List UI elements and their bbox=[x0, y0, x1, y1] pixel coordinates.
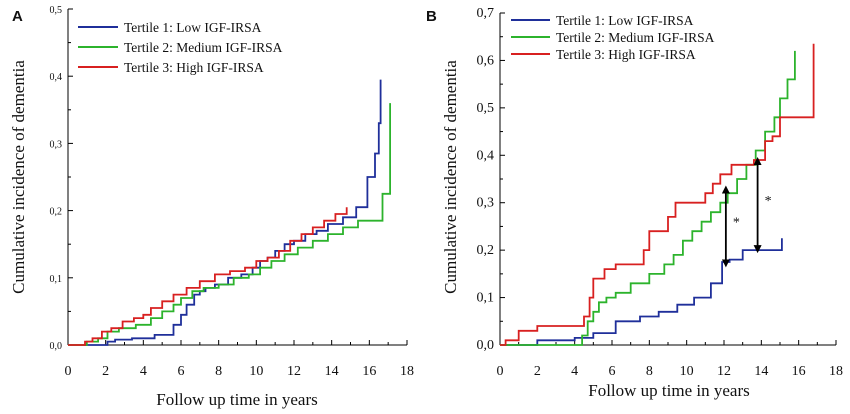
y-tick-label: 0,2 bbox=[477, 243, 495, 258]
y-tick-label: 0,3 bbox=[50, 139, 63, 150]
x-tick-label: 0 bbox=[65, 364, 72, 379]
x-tick-label: 2 bbox=[534, 364, 541, 379]
legend: Tertile 1: Low IGF-IRSA Tertile 2: Medium… bbox=[78, 20, 283, 75]
x-tick-label: 6 bbox=[609, 364, 616, 379]
y-tick-label: 0,1 bbox=[50, 274, 63, 285]
chart-panel-b: B 0 2 4 6 8 10 12 14 16 18 0,0 0,1 0,2 0,3 0,4 0,5 0,6 0,7… bbox=[426, 6, 843, 400]
legend-label-tertile-3: Tertile 3: High IGF-IRSA bbox=[124, 60, 264, 75]
y-tick-label: 0,6 bbox=[477, 53, 495, 68]
panel-label: B bbox=[426, 8, 437, 25]
series-line-tertile-1 bbox=[500, 238, 783, 346]
x-tick-label: 14 bbox=[325, 364, 339, 379]
x-tick-label: 0 bbox=[497, 364, 504, 379]
x-tick-label: 4 bbox=[571, 364, 578, 379]
x-tick-label: 2 bbox=[102, 364, 109, 379]
x-tick-label: 10 bbox=[249, 364, 263, 379]
x-tick-label: 4 bbox=[140, 364, 147, 379]
legend-label-tertile-2: Tertile 2: Medium IGF-IRSA bbox=[124, 40, 283, 55]
y-tick-label: 0,2 bbox=[50, 207, 63, 218]
x-tick-label: 12 bbox=[717, 364, 731, 379]
chart-panel-a: A 0 2 4 6 8 10 12 14 16 18 0,0 0,1 0,2 0,3 0,4 0,5 Follow… bbox=[9, 5, 414, 409]
legend-label-tertile-1: Tertile 1: Low IGF-IRSA bbox=[556, 13, 694, 28]
x-tick-label: 8 bbox=[646, 364, 653, 379]
y-tick-label: 0,5 bbox=[477, 101, 495, 116]
y-tick-label: 0,0 bbox=[50, 341, 63, 352]
legend-label-tertile-2: Tertile 2: Medium IGF-IRSA bbox=[556, 30, 715, 45]
y-tick-label: 0,4 bbox=[477, 148, 495, 163]
y-tick-label: 0,1 bbox=[477, 291, 495, 306]
x-axis-title: Follow up time in years bbox=[156, 390, 317, 409]
x-tick-label: 18 bbox=[400, 364, 414, 379]
x-axis-title: Follow up time in years bbox=[588, 381, 749, 400]
significance-asterisk: * bbox=[765, 194, 772, 209]
significance-asterisk: * bbox=[733, 215, 740, 230]
x-tick-label: 16 bbox=[792, 364, 806, 379]
y-tick-label: 0,5 bbox=[50, 5, 63, 16]
x-tick-label: 12 bbox=[287, 364, 301, 379]
series-line-tertile-1 bbox=[68, 79, 382, 346]
x-tick-label: 8 bbox=[215, 364, 222, 379]
legend-label-tertile-1: Tertile 1: Low IGF-IRSA bbox=[124, 20, 262, 35]
x-tick-label: 18 bbox=[829, 364, 843, 379]
y-tick-label: 0,7 bbox=[477, 6, 495, 21]
y-tick-label: 0,4 bbox=[50, 72, 63, 83]
panel-label: A bbox=[12, 8, 23, 25]
legend-label-tertile-3: Tertile 3: High IGF-IRSA bbox=[556, 47, 696, 62]
legend: Tertile 1: Low IGF-IRSA Tertile 2: Medium… bbox=[511, 13, 715, 62]
y-tick-label: 0,3 bbox=[477, 196, 495, 211]
x-tick-label: 16 bbox=[362, 364, 376, 379]
x-tick-label: 6 bbox=[178, 364, 185, 379]
y-axis-title: Cumulative incidence of dementia bbox=[9, 60, 28, 294]
x-tick-label: 10 bbox=[680, 364, 694, 379]
x-tick-label: 14 bbox=[754, 364, 768, 379]
y-tick-label: 0,0 bbox=[477, 338, 495, 353]
series-line-tertile-2 bbox=[500, 50, 796, 346]
series-line-tertile-3 bbox=[500, 43, 815, 346]
y-axis-title: Cumulative incidence of dementia bbox=[441, 60, 460, 294]
series-line-tertile-3 bbox=[68, 207, 348, 346]
